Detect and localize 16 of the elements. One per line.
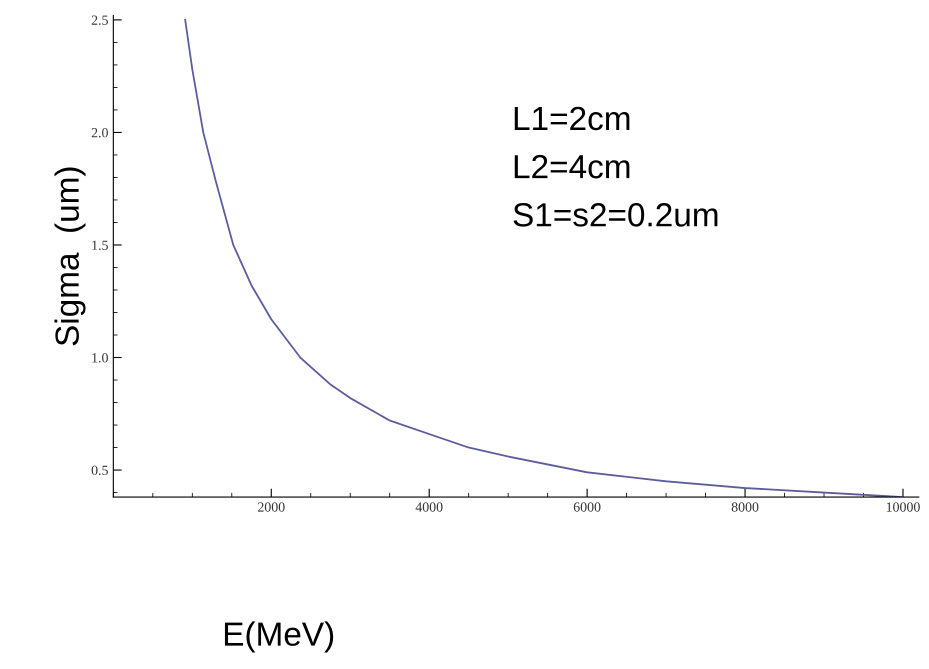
y-axis-title: Sigma (um) <box>54 168 86 346</box>
line-series <box>184 18 904 498</box>
y-tick-label: 0.5 <box>92 466 108 476</box>
x-tick-label: 4000 <box>416 502 443 512</box>
annotation: L2=4cm <box>514 154 630 178</box>
x-tick-label: 8000 <box>732 502 758 512</box>
x-axis-title: E(MeV) <box>224 621 334 652</box>
y-tick-label: 2.0 <box>92 128 108 138</box>
y-tick-label: 1.5 <box>92 240 108 250</box>
y-tick-label: 2.5 <box>92 16 108 25</box>
x-tick-label: 2000 <box>258 502 285 512</box>
annotation: S1=s2=0.2um <box>514 203 718 227</box>
x-tick-label: 6000 <box>574 502 600 512</box>
y-tick-label: 1.0 <box>92 353 108 363</box>
annotation: L1=2cm <box>514 106 630 130</box>
x-tick-label: 10000 <box>886 502 920 512</box>
